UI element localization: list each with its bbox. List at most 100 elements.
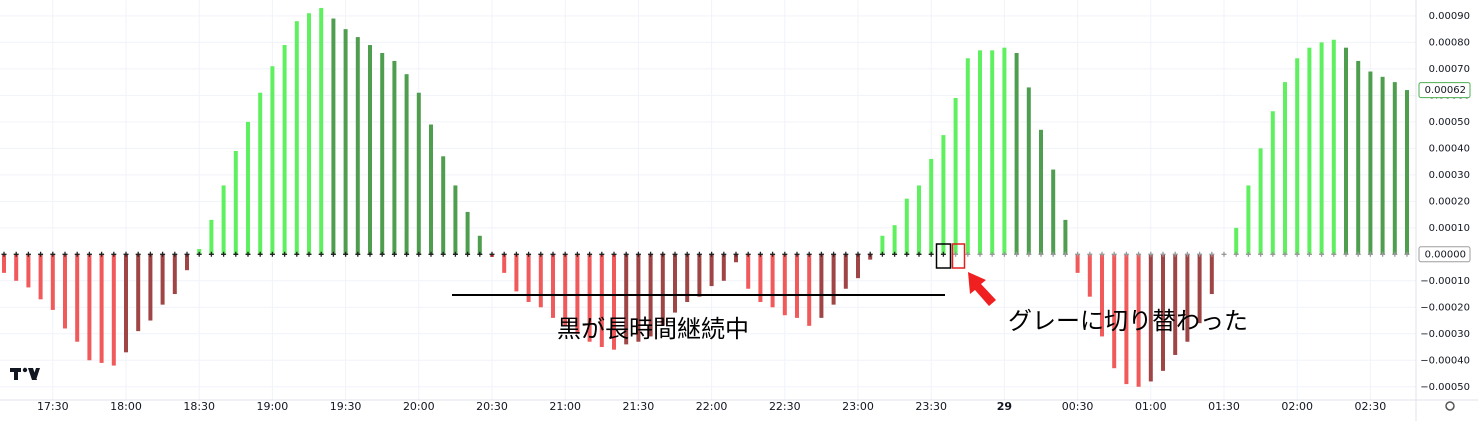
bar — [465, 211, 470, 255]
cross — [599, 251, 605, 257]
cross — [355, 251, 361, 257]
cross — [1148, 251, 1154, 257]
bar — [599, 254, 604, 348]
bar — [75, 254, 80, 342]
bar — [1026, 87, 1031, 255]
bar — [258, 92, 263, 255]
bar — [502, 254, 507, 273]
cross — [404, 251, 410, 257]
cross — [282, 251, 288, 257]
bar — [1185, 254, 1190, 342]
cross — [391, 251, 397, 257]
cross — [1306, 251, 1312, 257]
cross — [1294, 251, 1300, 257]
cross — [330, 251, 336, 257]
y-tick-label: 0.00080 — [1429, 37, 1470, 48]
y-tick-label: −0.00030 — [1420, 329, 1470, 340]
bar — [270, 66, 275, 255]
bar — [221, 185, 226, 255]
bar — [197, 249, 202, 255]
bar — [87, 254, 92, 361]
bar — [770, 254, 775, 308]
settings-icon[interactable] — [1445, 401, 1455, 411]
bar — [294, 21, 299, 255]
cross — [184, 251, 190, 257]
cross — [513, 251, 519, 257]
bar — [990, 50, 995, 255]
cross — [1062, 251, 1068, 257]
bar — [331, 18, 336, 255]
bar — [1039, 129, 1043, 255]
x-tick-label: 02:30 — [1355, 400, 1387, 413]
annotation: 黒が長時間継続中 — [557, 315, 749, 343]
cross — [977, 251, 983, 257]
cross — [501, 251, 507, 257]
bar — [880, 235, 885, 255]
bar — [343, 29, 348, 255]
cross — [879, 251, 885, 257]
cross — [611, 251, 617, 257]
bar — [941, 135, 946, 255]
bar — [368, 45, 372, 255]
cross — [733, 251, 739, 257]
bar — [734, 254, 738, 263]
bar — [929, 158, 934, 255]
red-box — [951, 243, 966, 269]
cross — [745, 251, 751, 257]
cross — [1038, 251, 1044, 257]
y-tick-label: −0.00040 — [1420, 355, 1470, 366]
bar — [721, 254, 726, 281]
bar — [843, 254, 848, 289]
cross — [1380, 251, 1386, 257]
cross — [160, 251, 166, 257]
bar — [1002, 47, 1007, 255]
cross — [916, 251, 922, 257]
x-tick-label: 17:30 — [37, 400, 69, 413]
price-label-box — [1418, 82, 1471, 99]
price-label: 0.00062 — [1425, 85, 1466, 96]
bar — [795, 254, 799, 318]
cross — [477, 251, 483, 257]
bar — [1148, 254, 1153, 382]
bar — [904, 198, 909, 255]
bar — [709, 254, 714, 287]
cross — [13, 251, 19, 257]
bar — [526, 254, 531, 302]
x-tick-label: 00:30 — [1062, 400, 1094, 413]
cross — [269, 251, 275, 257]
bar — [1100, 254, 1104, 337]
bar — [697, 254, 702, 297]
bar — [1112, 254, 1117, 369]
cross — [74, 251, 80, 257]
black-box — [935, 243, 952, 269]
price-label-box — [1418, 246, 1471, 263]
x-tick-label: 18:00 — [110, 400, 142, 413]
bar — [1258, 148, 1263, 255]
bar — [2, 254, 6, 273]
x-tick-label: 02:00 — [1281, 400, 1313, 413]
cross — [526, 251, 532, 257]
bar — [50, 254, 55, 310]
bar — [514, 254, 519, 292]
bar — [148, 254, 153, 321]
bar — [1051, 169, 1056, 255]
cross — [123, 251, 129, 257]
cross — [86, 251, 92, 257]
bar — [1368, 71, 1373, 255]
bar — [868, 254, 873, 260]
x-tick-label: 23:00 — [842, 400, 874, 413]
cross — [806, 251, 812, 257]
x-tick-label: 22:30 — [769, 400, 801, 413]
cross — [208, 251, 214, 257]
bar — [26, 254, 31, 288]
cross — [489, 251, 495, 257]
bar — [1014, 52, 1019, 255]
cross — [257, 251, 263, 257]
cross — [1245, 251, 1251, 257]
cross — [709, 251, 715, 257]
cross — [574, 251, 580, 257]
cross — [648, 251, 654, 257]
bar — [746, 254, 751, 289]
cross — [1087, 251, 1093, 257]
bar — [209, 219, 214, 255]
